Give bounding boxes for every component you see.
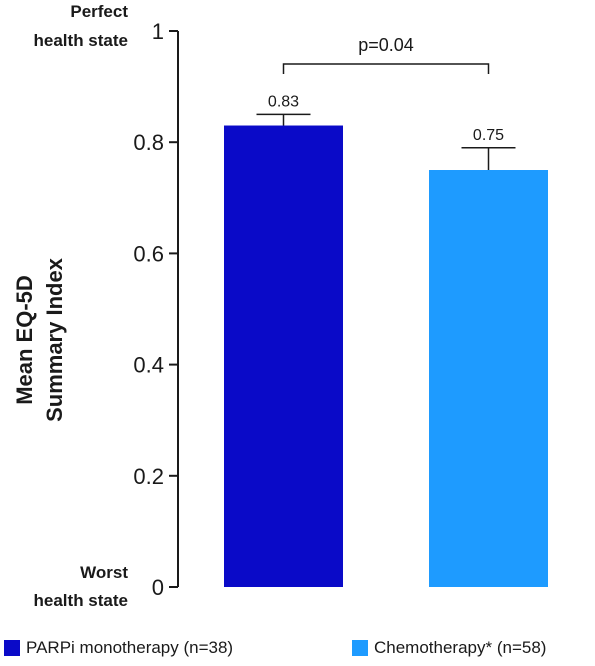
y-axis-title-line-2: Summary Index <box>42 257 67 422</box>
error-bars <box>256 113 516 170</box>
bottom-anchor-line-1: Worst <box>80 563 128 582</box>
bar <box>224 125 343 588</box>
bars <box>224 125 548 588</box>
y-axis-ticks: 0 0.2 0.4 0.6 0.8 1 <box>133 19 178 600</box>
bar-chart: 0 0.2 0.4 0.6 0.8 1 Perfect health state Wors… <box>12 2 548 610</box>
data-label: 0.83 <box>268 93 299 110</box>
significance-bracket: p=0.04 <box>282 35 490 74</box>
y-axis-title: Mean EQ-5D Summary Index <box>12 257 67 422</box>
y-tick-label: 0.6 <box>133 241 164 266</box>
p-value-label: p=0.04 <box>358 35 414 55</box>
legend: PARPi monotherapy (n=38) Chemotherapy* (… <box>0 638 595 664</box>
top-anchor-line-1: Perfect <box>70 2 128 21</box>
top-anchor-line-2: health state <box>34 31 128 50</box>
data-labels: 0.83 0.75 <box>268 93 504 143</box>
y-tick-label: 0.2 <box>133 464 164 489</box>
legend-label-chemotherapy: Chemotherapy* (n=58) <box>374 638 547 657</box>
bar <box>429 170 548 587</box>
y-tick-label: 0 <box>152 575 164 600</box>
legend-item-chemotherapy: Chemotherapy* (n=58) <box>352 638 546 658</box>
legend-swatch-parpi <box>4 640 20 656</box>
legend-item-parpi: PARPi monotherapy (n=38) <box>4 638 233 658</box>
y-axis-title-line-1: Mean EQ-5D <box>12 275 37 405</box>
legend-swatch-chemotherapy <box>352 640 368 656</box>
y-tick-label: 1 <box>152 19 164 44</box>
y-tick-label: 0.4 <box>133 353 164 378</box>
significance-bracket-line <box>282 63 490 74</box>
data-label: 0.75 <box>473 127 504 144</box>
bottom-anchor-line-2: health state <box>34 591 128 610</box>
y-tick-label: 0.8 <box>133 130 164 155</box>
legend-label-parpi: PARPi monotherapy (n=38) <box>26 638 234 657</box>
